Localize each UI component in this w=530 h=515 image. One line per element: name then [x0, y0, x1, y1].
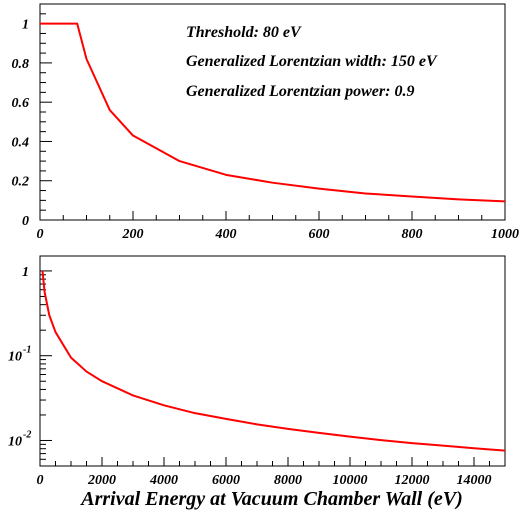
bottom-x-tick-label: 14000 — [457, 473, 492, 488]
bottom-x-tick-label: 8000 — [274, 473, 302, 488]
annotation-power: Generalized Lorentzian power: 0.9 — [186, 83, 414, 100]
top-x-tick-label: 400 — [215, 227, 237, 242]
top-y-tick-label: 0.8 — [12, 57, 30, 72]
bottom-x-tick-label: 4000 — [149, 473, 178, 488]
top-x-tick-label: 600 — [309, 227, 330, 242]
top-y-tick-label: 0 — [22, 214, 29, 229]
top-x-tick-label: 1000 — [491, 227, 519, 242]
top-y-tick-label: 0.4 — [12, 135, 30, 150]
bottom-series — [41, 270, 506, 452]
top-series — [40, 22, 506, 203]
bottom-series-line — [41, 270, 506, 452]
bottom-y-tick-label: 10 — [8, 434, 22, 449]
top-series-line — [40, 22, 506, 203]
top-axis-ticks — [39, 13, 506, 221]
bottom-y-tick-label: 10 — [8, 350, 22, 365]
top-y-tick-label: 1 — [22, 18, 29, 33]
annotation-width: Generalized Lorentzian width: 150 eV — [186, 53, 438, 70]
top-panel: 0 200 400 600 800 1000 0 0.2 0.4 0.6 0.8 1 Threshol… — [12, 3, 520, 242]
bottom-y-tick-exponent: -1 — [23, 345, 31, 356]
bottom-x-tick-label: 0 — [37, 473, 44, 488]
x-axis-label: Arrival Energy at Vacuum Chamber Wall (e… — [79, 488, 463, 510]
bottom-plot-frame — [39, 255, 506, 467]
top-x-tick-label: 200 — [122, 227, 144, 242]
top-tick-labels: 0 200 400 600 800 1000 0 0.2 0.4 0.6 0.8 1 — [12, 18, 520, 242]
annotation-threshold: Threshold: 80 eV — [186, 24, 302, 41]
bottom-x-tick-label: 10000 — [333, 473, 368, 488]
top-x-tick-label: 800 — [402, 227, 423, 242]
bottom-y-tick-exponent: -2 — [23, 429, 31, 440]
bottom-x-tick-label: 12000 — [395, 473, 430, 488]
top-x-tick-label: 0 — [37, 227, 44, 242]
bottom-x-tick-label: 6000 — [212, 473, 240, 488]
bottom-axis-ticks — [39, 270, 506, 467]
top-y-tick-label: 0.2 — [12, 175, 30, 190]
bottom-x-tick-label: 2000 — [87, 473, 116, 488]
top-y-tick-label: 0.6 — [12, 96, 30, 111]
bottom-y-tick-label: 1 — [22, 265, 29, 280]
